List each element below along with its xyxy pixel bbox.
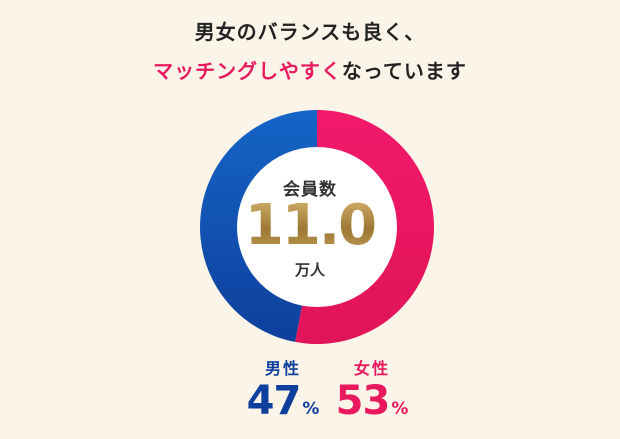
male-label: 男性 xyxy=(264,359,301,378)
male-stat: 男性 47% xyxy=(228,355,338,423)
member-count-unit: 万人 xyxy=(294,261,325,279)
female-percent-unit: % xyxy=(391,399,409,419)
male-percent-unit: % xyxy=(302,399,320,419)
headline-text-1: 男女のバランスも良く、 xyxy=(194,20,426,44)
headline-text-2: なっています xyxy=(341,59,467,83)
headline-line-2: マッチングしやすくなっています xyxy=(0,55,620,84)
donut-center xyxy=(237,147,397,307)
member-count-label: 会員数 xyxy=(283,180,337,200)
member-count-value: 11.0 xyxy=(0,194,620,258)
male-percent-value: 47 xyxy=(246,378,302,424)
headline-highlight: マッチングしやすく xyxy=(153,59,342,83)
headline-line-1: 男女のバランスも良く、 xyxy=(0,16,620,45)
female-stat: 女性 53% xyxy=(317,355,427,423)
female-percent-value: 53 xyxy=(335,378,391,424)
female-label: 女性 xyxy=(353,359,390,378)
